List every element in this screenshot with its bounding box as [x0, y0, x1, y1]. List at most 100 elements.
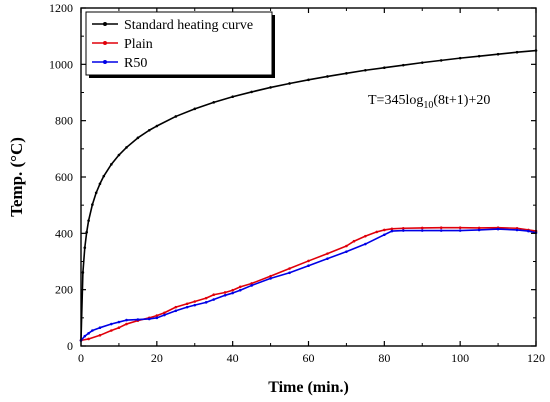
y-axis-title: Temp. (°C) — [7, 137, 26, 217]
data-point — [326, 252, 329, 255]
data-point — [155, 124, 159, 128]
data-point — [383, 233, 386, 237]
data-point — [91, 203, 94, 206]
data-point — [269, 274, 272, 278]
data-point — [193, 107, 197, 111]
data-point — [390, 227, 394, 231]
data-point — [238, 285, 242, 289]
data-point — [212, 298, 216, 301]
data-point — [91, 329, 94, 332]
data-point — [439, 229, 443, 232]
data-point — [375, 230, 379, 234]
formula-annotation: T=345log10(8t+1)+20 — [368, 93, 490, 111]
data-point — [136, 318, 140, 321]
data-point — [383, 66, 386, 70]
data-point — [231, 288, 234, 292]
data-point — [223, 291, 227, 294]
x-axis-title: Time (min.) — [268, 379, 349, 396]
data-point — [250, 284, 253, 287]
data-point — [401, 226, 405, 230]
data-point — [458, 229, 462, 232]
data-point — [212, 293, 216, 297]
data-point — [345, 244, 348, 248]
data-point — [420, 229, 424, 232]
data-point — [345, 250, 348, 253]
data-point — [155, 314, 159, 317]
legend-label: Plain — [124, 37, 153, 52]
x-tick-label: 100 — [451, 351, 469, 365]
data-point — [477, 228, 481, 232]
data-point — [515, 50, 519, 54]
y-tick-label: 800 — [55, 114, 73, 128]
data-point — [163, 313, 166, 317]
data-point — [87, 332, 90, 335]
data-point — [185, 302, 189, 306]
data-point — [364, 68, 367, 72]
data-point — [223, 294, 227, 297]
data-point — [98, 182, 102, 186]
y-tick-label: 400 — [55, 226, 73, 240]
data-point — [155, 316, 159, 320]
data-point — [515, 228, 519, 232]
data-point — [110, 163, 113, 166]
series-line — [80, 228, 537, 341]
data-point — [390, 229, 394, 233]
legend-item: Standard heating curve — [92, 18, 253, 33]
data-point — [117, 320, 121, 324]
legend-label: R50 — [124, 56, 147, 71]
data-point — [125, 146, 128, 149]
data-point — [193, 303, 197, 307]
x-tick-label: 0 — [78, 351, 84, 365]
data-point — [204, 301, 208, 304]
data-point — [102, 174, 106, 178]
data-point — [383, 228, 386, 232]
data-point — [125, 318, 128, 322]
series-0 — [79, 49, 538, 342]
data-point — [231, 95, 234, 99]
data-point — [174, 305, 178, 309]
series-2 — [79, 227, 538, 342]
data-point — [174, 309, 178, 313]
legend-marker — [103, 60, 107, 64]
data-point — [477, 54, 481, 58]
data-point — [147, 128, 151, 132]
x-tick-label: 20 — [151, 351, 163, 365]
data-point — [231, 291, 234, 295]
data-point — [364, 242, 367, 246]
data-point — [326, 75, 329, 78]
data-point — [136, 136, 140, 140]
data-point — [288, 82, 291, 85]
data-point — [163, 311, 166, 315]
data-point — [477, 226, 481, 230]
data-point — [527, 229, 530, 233]
data-point — [439, 226, 443, 229]
y-tick-label: 200 — [55, 283, 73, 297]
formula-suffix: (8t+1)+20 — [433, 93, 490, 108]
data-point — [269, 86, 272, 89]
data-point — [238, 288, 242, 292]
data-point — [87, 219, 90, 222]
legend-marker — [103, 41, 107, 45]
legend-label: Standard heating curve — [124, 18, 253, 33]
data-point — [496, 227, 500, 231]
x-tick-label: 80 — [378, 351, 390, 365]
data-point — [364, 234, 367, 238]
data-point — [94, 191, 98, 195]
x-tick-label: 40 — [227, 351, 239, 365]
data-point — [458, 226, 462, 229]
data-point — [83, 334, 87, 338]
data-point — [83, 246, 87, 249]
data-point — [85, 230, 88, 234]
data-point — [193, 300, 197, 303]
data-point — [269, 277, 272, 280]
data-point — [496, 52, 500, 56]
formula-prefix: T=345log — [368, 93, 423, 108]
legend-marker — [103, 22, 107, 26]
legend: Standard heating curve Plain R50 — [85, 11, 275, 78]
legend-item: Plain — [92, 37, 153, 52]
data-point — [307, 264, 310, 268]
data-point — [420, 226, 424, 230]
data-point — [326, 257, 329, 260]
data-point — [204, 296, 208, 300]
